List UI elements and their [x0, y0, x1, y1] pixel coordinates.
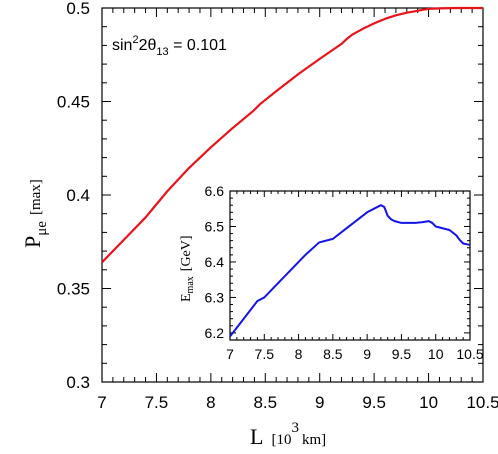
y-tick-label: 0.3	[66, 373, 90, 392]
x-tick-label: 7	[97, 393, 106, 412]
inset-y-tick-labels: 6.2 6.3 6.4 6.5 6.6	[205, 183, 225, 341]
inset-plot-frame	[229, 190, 471, 341]
y-tick-label: 0.45	[57, 93, 90, 112]
y-tick-label: 6.5	[205, 218, 225, 234]
x-tick-label: 9.5	[362, 393, 386, 412]
inset-chart: 7 7.5 8 8.5 9 9.5 10 10.5 6.2 6.3 6.4 6.5 6.6 Emax[…	[179, 183, 484, 362]
main-y-axis-title: Pμe[max]	[20, 179, 50, 248]
main-series-line	[101, 6, 483, 264]
x-tick-label: 7	[226, 346, 234, 362]
y-tick-label: 0.35	[57, 280, 90, 299]
x-tick-label: 8	[295, 346, 303, 362]
y-tick-label: 0.4	[66, 186, 90, 205]
x-tick-label: 7.5	[255, 346, 275, 362]
x-tick-label: 10.5	[456, 346, 483, 362]
main-chart: 7 7.5 8 8.5 9 9.5 10 10.5 0.3 0.35 0.4 0.45 0.5 sin…	[20, 0, 498, 449]
x-tick-label: 10	[419, 393, 438, 412]
x-tick-label: 9	[363, 346, 371, 362]
inset-series	[229, 204, 471, 338]
y-tick-label: 6.4	[205, 254, 225, 270]
y-tick-label: 0.5	[66, 0, 90, 18]
x-tick-label: 7.5	[145, 393, 169, 412]
x-tick-label: 10	[428, 346, 444, 362]
main-axis-ticks	[101, 7, 484, 383]
inset-x-tick-labels: 7 7.5 8 8.5 9 9.5 10 10.5	[226, 346, 484, 362]
x-tick-label: 9	[315, 393, 324, 412]
inset-series-line	[229, 204, 471, 338]
main-x-axis-title: L [103km]	[250, 420, 326, 449]
y-tick-label: 6.3	[205, 289, 225, 305]
main-series	[101, 6, 483, 264]
x-tick-label: 8.5	[253, 393, 277, 412]
y-tick-label: 6.2	[205, 325, 225, 341]
main-x-tick-labels: 7 7.5 8 8.5 9 9.5 10 10.5	[97, 393, 498, 412]
y-tick-label: 6.6	[205, 183, 225, 199]
x-tick-label: 8	[206, 393, 215, 412]
x-tick-label: 10.5	[466, 393, 498, 412]
main-y-tick-labels: 0.3 0.35 0.4 0.45 0.5	[57, 0, 90, 392]
x-tick-label: 8.5	[323, 346, 343, 362]
x-tick-label: 9.5	[392, 346, 412, 362]
annotation-sin2theta: sin22θ13 = 0.101	[112, 34, 227, 58]
inset-y-axis-title: Emax[GeV]	[179, 235, 196, 302]
